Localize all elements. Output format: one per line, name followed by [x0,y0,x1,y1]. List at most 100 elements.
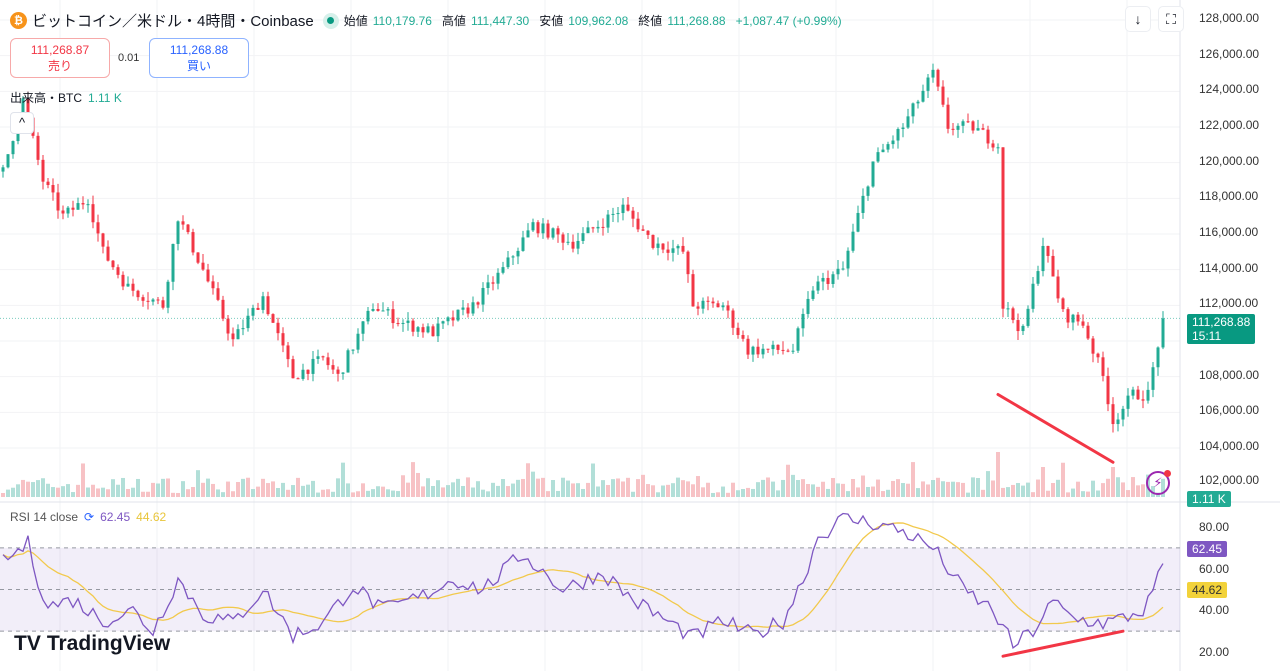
buy-button[interactable]: 111,268.88 買い [149,38,249,78]
volume-bar [1061,462,1065,497]
volume-bar [46,483,50,497]
rsi-axis-label: 60.00 [1199,561,1230,576]
candle-body [266,296,270,315]
volume-bar [306,484,310,497]
volume-bar [601,480,605,497]
candle-body [861,195,865,213]
volume-bar [36,480,40,497]
candle-body [421,327,425,333]
volume-bar [296,477,300,497]
candle-body [816,281,820,291]
price-axis-label: 116,000.00 [1199,225,1259,239]
candle-body [451,317,455,321]
candle-body [841,268,845,270]
candle-body [36,135,40,160]
volume-bar [166,478,170,497]
volume-bar [471,487,475,497]
volume-bar [631,491,635,497]
candle-body [871,161,875,187]
candle-body [786,350,790,352]
candle-body [746,338,750,355]
candle-body [936,69,940,87]
candle-body [1021,325,1025,332]
volume-bar [781,479,785,497]
volume-bar [841,483,845,497]
volume-bar [1121,482,1125,497]
candle-body [386,309,390,311]
volume-bar [331,491,335,497]
candle-body [176,221,180,244]
volume-bar [441,487,445,497]
candle-body [1156,347,1160,368]
volume-bar [701,487,705,497]
candle-body [411,320,415,332]
volume-bar [826,488,830,497]
symbol-title[interactable]: ビットコイン／米ドル・4時間・Coinbase [32,13,314,30]
refresh-icon[interactable]: ⟳ [84,510,95,524]
candle-body [1101,357,1105,376]
candle-body [956,125,960,130]
volume-bar [271,481,275,497]
candle-body [1041,245,1045,272]
candle-body [406,320,410,323]
candle-body [691,274,695,307]
candle-body [781,349,785,351]
symbol-header: ₿ ビットコイン／米ドル・4時間・Coinbase 始値 110,179.76 高… [10,10,847,31]
candle-body [66,207,70,214]
volume-bar [856,487,860,497]
volume-bar [1006,487,1010,497]
price-axis-label: 118,000.00 [1199,189,1259,204]
candle-body [881,149,885,153]
volume-bar [551,480,555,497]
download-button[interactable]: ↓ [1125,6,1151,32]
volume-bar [316,492,320,497]
fullscreen-button[interactable]: ⛶ [1158,6,1184,32]
volume-bar [766,477,770,497]
price-axis-label: 104,000.00 [1199,439,1260,453]
volume-bar [1011,484,1015,497]
volume-bar [466,477,470,497]
candle-body [916,101,920,104]
volume-bar [56,487,60,497]
volume-bar [141,491,145,497]
volume-bar [121,477,125,497]
candle-body [1061,298,1065,310]
lightning-icon[interactable]: ⚡ [1146,470,1171,495]
candle-body [676,245,680,249]
candle-body [1086,325,1090,339]
volume-bar [661,485,665,497]
volume-bar [751,488,755,497]
candle-body [71,207,75,210]
volume-bar [476,481,480,497]
volume-bar [401,475,405,497]
candle-body [1016,320,1020,332]
bitcoin-icon: ₿ [10,12,27,29]
volume-bar [711,492,715,497]
rsi-axis-label: 80.00 [1199,520,1230,534]
collapse-legend-button[interactable]: ^ [10,112,34,134]
volume-bar [1081,491,1085,497]
volume-bar [1076,481,1080,497]
volume-bar [216,489,220,497]
volume-bar [936,477,940,497]
candle-body [96,222,100,234]
tradingview-logo[interactable]: TV TradingView [14,632,170,656]
candle-body [741,335,745,339]
candle-body [491,282,495,284]
candle-body [226,318,230,334]
candle-body [416,327,420,332]
candle-body [856,212,860,232]
volume-label: 出来高・BTC [10,91,83,105]
volume-bar [381,486,385,497]
volume-bar [11,487,15,497]
market-status-icon[interactable] [322,12,339,29]
volume-bar [851,479,855,497]
sell-button[interactable]: 111,268.87 売り [10,38,110,78]
candle-body [906,116,910,128]
candle-body [571,241,575,249]
candle-body [601,226,605,228]
volume-bar [796,480,800,497]
close-label: 終値 [638,14,663,28]
volume-bar [261,478,265,497]
